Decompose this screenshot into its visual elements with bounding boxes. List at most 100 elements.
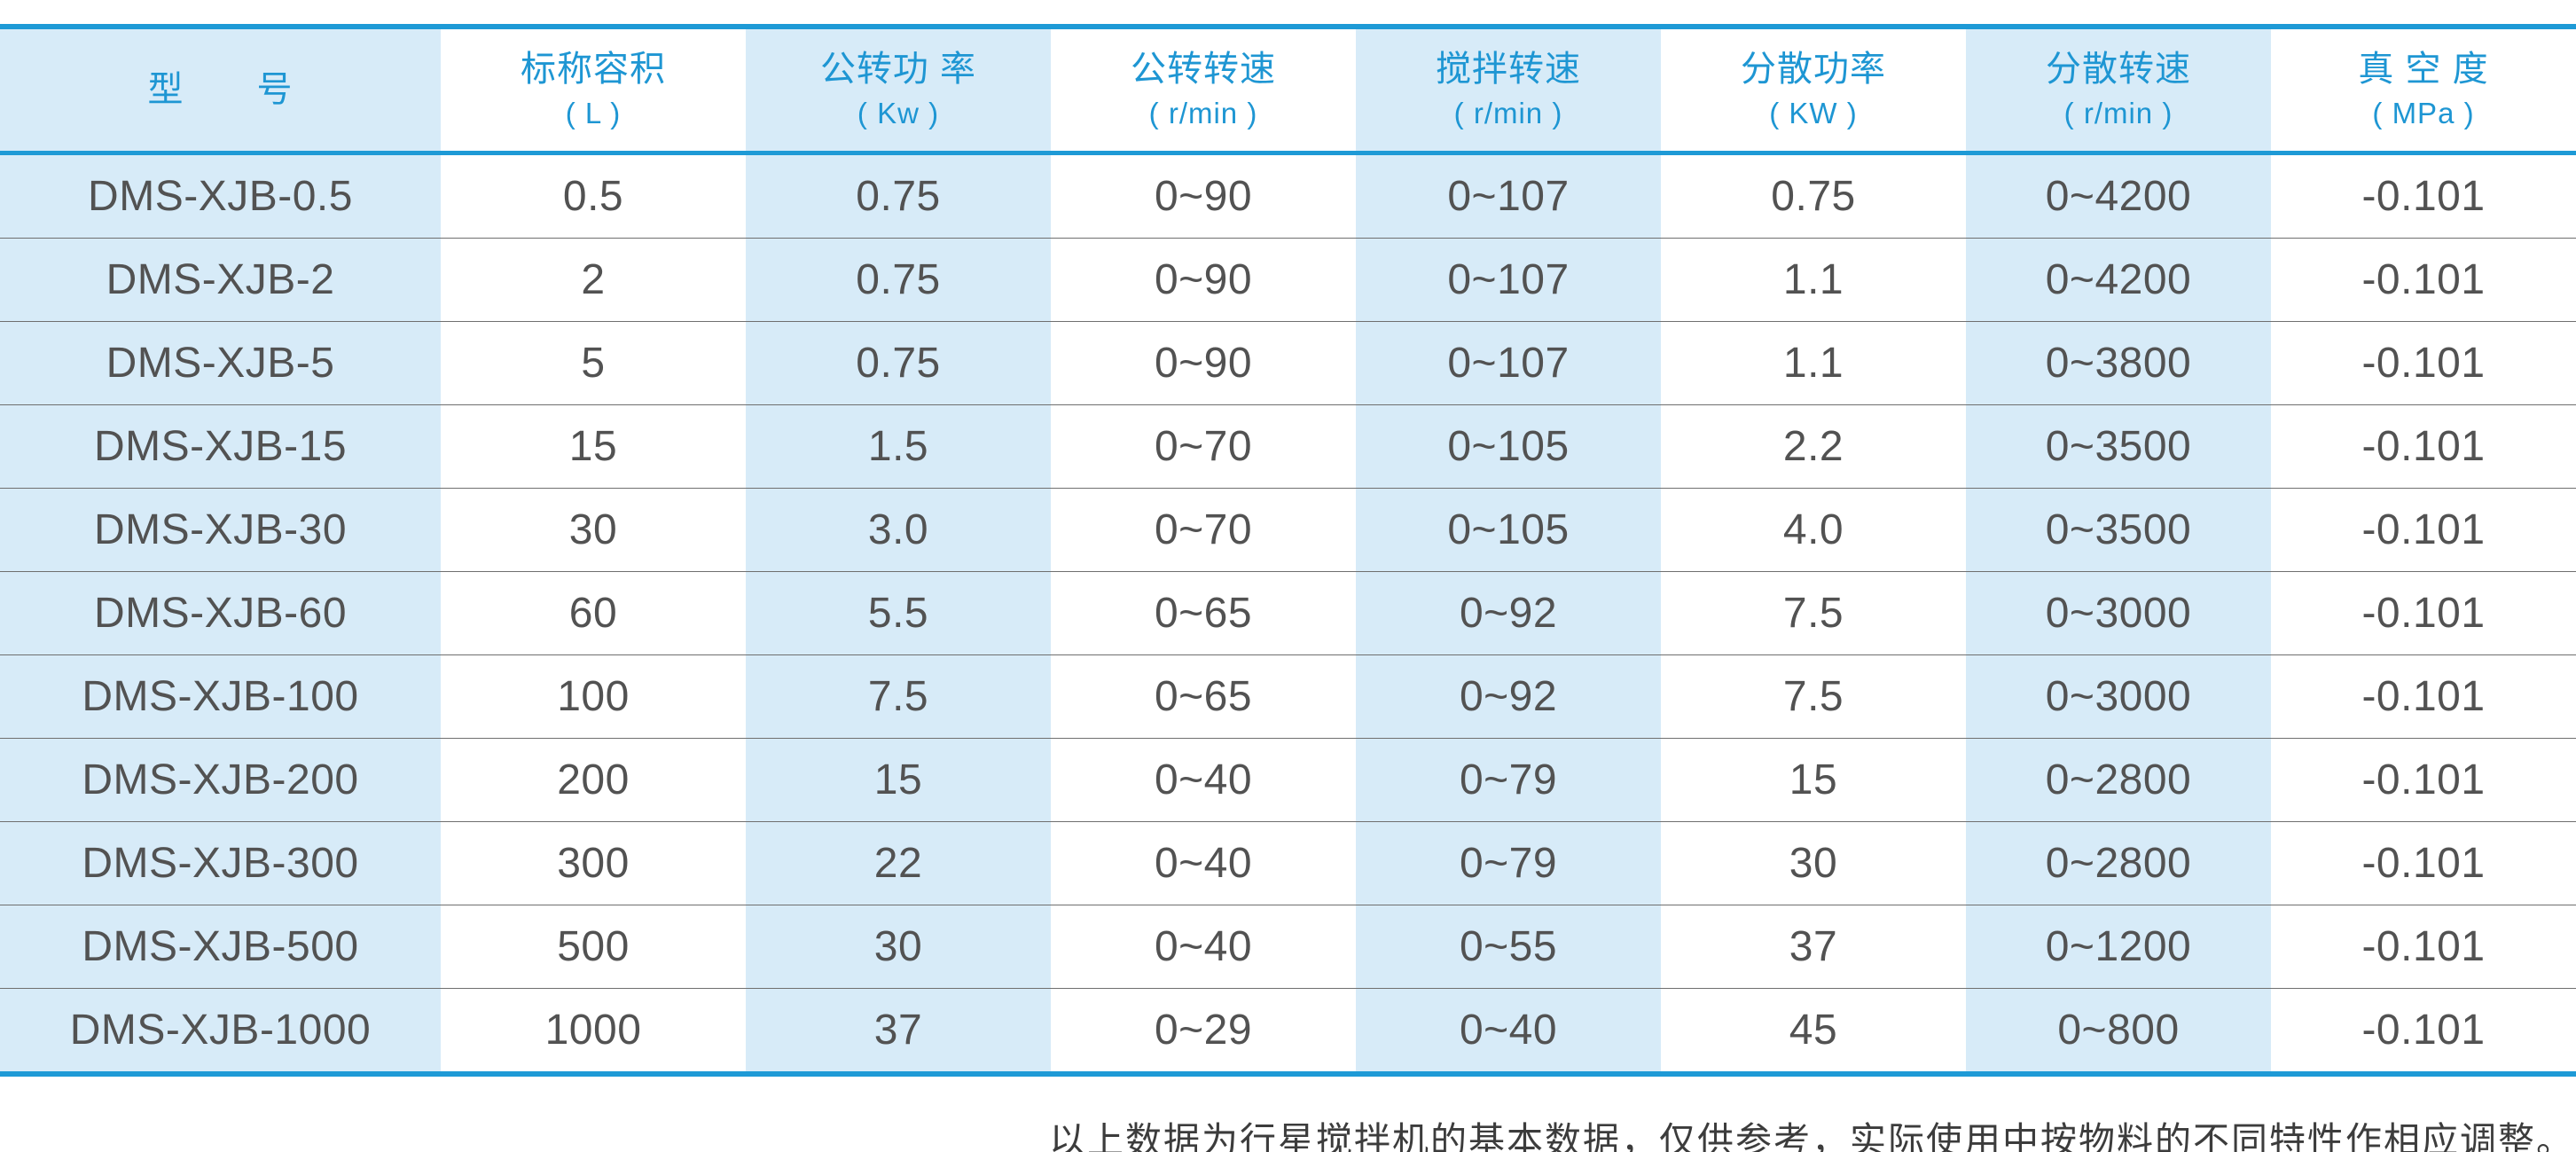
value-cell: 200: [557, 756, 630, 803]
value-cell: 300: [557, 840, 630, 887]
value-cell: 1.1: [1782, 256, 1844, 303]
value-cell: 0~55: [1356, 905, 1661, 988]
value-cell: 0~800: [1966, 989, 2271, 1071]
value-cell: 0~79: [1356, 739, 1661, 821]
value-cell: 7.5: [746, 655, 1051, 738]
value-cell: 0~40: [1154, 756, 1253, 803]
column-title: 公转转速: [1131, 50, 1276, 90]
value-cell: 0~3800: [1966, 322, 2271, 404]
value-cell: 0~2800: [1966, 822, 2271, 905]
value-cell: 100: [557, 673, 630, 720]
spec-table: 型 号 标称容积 ( L ) 公转功 率 ( Kw ) 公转转速 ( r/min…: [0, 24, 2576, 1077]
column-unit: ( r/min ): [1148, 97, 1258, 130]
value-cell: -0.101: [2361, 340, 2486, 387]
column-header-stirring-speed: 搅拌转速 ( r/min ): [1356, 29, 1661, 151]
value-cell: 5: [581, 340, 606, 387]
value-cell: -0.101: [2361, 673, 2486, 720]
column-header-dispersion-speed: 分散转速 ( r/min ): [1966, 29, 2271, 151]
table-header-separator: [0, 151, 2576, 155]
column-unit: ( L ): [565, 97, 622, 130]
value-cell: 1000: [544, 1007, 642, 1054]
column-title: 真 空 度: [2358, 50, 2489, 90]
value-cell: -0.101: [2361, 840, 2486, 887]
value-cell: 2: [581, 256, 606, 303]
model-cell: DMS-XJB-0.5: [0, 155, 441, 238]
value-cell: 0.5: [562, 173, 624, 220]
value-cell: 0~90: [1154, 256, 1253, 303]
value-cell: 0~70: [1154, 423, 1253, 470]
value-cell: -0.101: [2361, 423, 2486, 470]
value-cell: 4.0: [1782, 506, 1844, 553]
model-cell: DMS-XJB-200: [0, 739, 441, 821]
value-cell: 15: [1789, 756, 1838, 803]
column-unit: ( KW ): [1769, 97, 1858, 130]
value-cell: 0~4200: [1966, 155, 2271, 238]
value-cell: 22: [746, 822, 1051, 905]
model-cell: DMS-XJB-2: [0, 239, 441, 321]
value-cell: 5.5: [746, 572, 1051, 654]
value-cell: 7.5: [1782, 590, 1844, 637]
column-unit: ( MPa ): [2372, 97, 2475, 130]
value-cell: 0~105: [1356, 489, 1661, 571]
table-row: DMS-XJB-1000 1000 37 0~29 0~40 45 0~800 -0.101: [0, 989, 2576, 1071]
model-cell: DMS-XJB-15: [0, 405, 441, 488]
value-cell: 0~65: [1154, 673, 1253, 720]
column-header-vacuum-degree: 真 空 度 ( MPa ): [2271, 29, 2576, 151]
value-cell: 0.75: [746, 155, 1051, 238]
column-header-revolution-power: 公转功 率 ( Kw ): [746, 29, 1051, 151]
value-cell: -0.101: [2361, 256, 2486, 303]
value-cell: 0~107: [1356, 155, 1661, 238]
column-header-dispersion-power: 分散功率 ( KW ): [1661, 29, 1966, 151]
value-cell: -0.101: [2361, 1007, 2486, 1054]
column-title: 搅拌转速: [1436, 50, 1581, 90]
value-cell: 0~107: [1356, 322, 1661, 404]
value-cell: 0~3500: [1966, 405, 2271, 488]
table-row: DMS-XJB-200 200 15 0~40 0~79 15 0~2800 -0.101: [0, 739, 2576, 822]
value-cell: 3.0: [746, 489, 1051, 571]
value-cell: 0~40: [1356, 989, 1661, 1071]
value-cell: 0~105: [1356, 405, 1661, 488]
value-cell: 15: [746, 739, 1051, 821]
value-cell: 0~107: [1356, 239, 1661, 321]
model-cell: DMS-XJB-5: [0, 322, 441, 404]
table-body: DMS-XJB-0.5 0.5 0.75 0~90 0~107 0.75 0~4200 -0.…: [0, 155, 2576, 1071]
column-header-model: 型 号: [0, 29, 441, 151]
value-cell: 500: [557, 923, 630, 970]
value-cell: 15: [568, 423, 618, 470]
value-cell: 0~2800: [1966, 739, 2271, 821]
value-cell: 0~65: [1154, 590, 1253, 637]
value-cell: 45: [1789, 1007, 1838, 1054]
value-cell: 7.5: [1782, 673, 1844, 720]
column-unit: ( Kw ): [857, 97, 940, 130]
table-row: DMS-XJB-5 5 0.75 0~90 0~107 1.1 0~3800 -0.101: [0, 322, 2576, 405]
model-cell: DMS-XJB-500: [0, 905, 441, 988]
column-title: 分散转速: [2046, 50, 2191, 90]
table-row: DMS-XJB-100 100 7.5 0~65 0~92 7.5 0~3000 -0.101: [0, 655, 2576, 739]
value-cell: 37: [746, 989, 1051, 1071]
value-cell: 0~40: [1154, 840, 1253, 887]
value-cell: 0~92: [1356, 572, 1661, 654]
value-cell: 0~40: [1154, 923, 1253, 970]
table-row: DMS-XJB-500 500 30 0~40 0~55 37 0~1200 -0.101: [0, 905, 2576, 989]
value-cell: 0~3000: [1966, 655, 2271, 738]
value-cell: 0~29: [1154, 1007, 1253, 1054]
value-cell: -0.101: [2361, 173, 2486, 220]
value-cell: 0~92: [1356, 655, 1661, 738]
value-cell: 1.1: [1782, 340, 1844, 387]
value-cell: 0.75: [746, 239, 1051, 321]
table-row: DMS-XJB-15 15 1.5 0~70 0~105 2.2 0~3500 -0.101: [0, 405, 2576, 489]
value-cell: 30: [568, 506, 618, 553]
value-cell: 0~79: [1356, 822, 1661, 905]
value-cell: 0~1200: [1966, 905, 2271, 988]
value-cell: 0.75: [746, 322, 1051, 404]
value-cell: 0~90: [1154, 340, 1253, 387]
column-header-revolution-speed: 公转转速 ( r/min ): [1051, 29, 1356, 151]
table-row: DMS-XJB-30 30 3.0 0~70 0~105 4.0 0~3500 -0.101: [0, 489, 2576, 572]
column-title: 公转功 率: [819, 50, 977, 90]
column-title: 分散功率: [1741, 50, 1886, 90]
column-unit: ( r/min ): [2063, 97, 2173, 130]
model-cell: DMS-XJB-60: [0, 572, 441, 654]
table-row: DMS-XJB-0.5 0.5 0.75 0~90 0~107 0.75 0~4200 -0.…: [0, 155, 2576, 239]
model-cell: DMS-XJB-300: [0, 822, 441, 905]
